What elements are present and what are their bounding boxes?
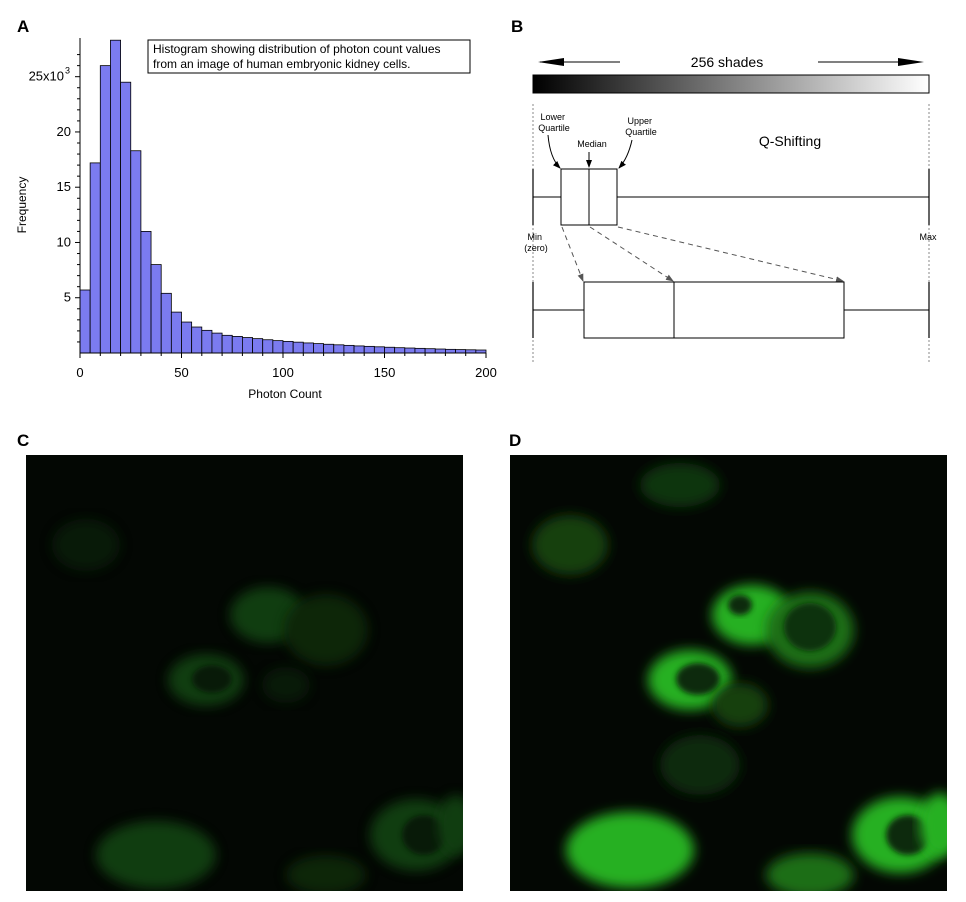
right-arrowhead <box>898 58 924 66</box>
x-tick-label: 50 <box>174 365 188 380</box>
median-label: Median <box>577 139 607 149</box>
histogram-bar <box>384 346 396 354</box>
histogram-bar <box>181 321 193 354</box>
histogram-bar <box>160 292 172 354</box>
histogram-bar <box>455 349 467 354</box>
shades-label: 256 shades <box>691 54 763 70</box>
histogram-bar <box>252 338 264 354</box>
cell-cluster-shifted <box>532 463 947 891</box>
histogram-bar <box>404 347 416 354</box>
histogram-bar <box>292 341 304 354</box>
histogram-bar <box>140 231 152 354</box>
histogram-bar <box>99 65 111 354</box>
histogram-bar <box>130 150 142 354</box>
map-arrow-median <box>589 226 674 282</box>
y-top-tick-exponent: 3 <box>65 66 70 76</box>
max-label: Max <box>919 232 937 242</box>
histogram-bar <box>333 344 345 354</box>
histogram-bar <box>110 39 121 354</box>
histogram-bar <box>302 342 314 354</box>
histogram-bar <box>79 289 91 354</box>
panel-label-d: D <box>509 431 522 450</box>
histogram-bar <box>221 334 233 354</box>
lower-quartile-label: Lower Quartile <box>538 112 570 133</box>
histogram-bar <box>414 347 426 354</box>
y-axis-label: Frequency <box>15 177 29 234</box>
histogram-bar <box>89 162 101 354</box>
y-tick-label: 10 <box>57 234 71 249</box>
histogram-bar <box>394 347 406 354</box>
left-arrowhead <box>538 58 564 66</box>
histogram-bar <box>282 340 294 354</box>
cell-cluster-original <box>52 519 463 891</box>
x-tick-label: 0 <box>76 365 83 380</box>
min-label: Min (zero) <box>524 232 548 253</box>
panel-label-a: A <box>17 17 30 36</box>
x-tick-label: 100 <box>272 365 294 380</box>
histogram-chart: 0 50 100 150 200 5 10 15 20 25x10 3 Histogram show… <box>15 38 497 401</box>
x-tick-label: 200 <box>475 365 497 380</box>
histogram-bars <box>79 39 487 354</box>
grayscale-gradient-bar <box>532 74 930 94</box>
y-tick-label: 20 <box>57 124 71 139</box>
histogram-bar <box>343 344 355 354</box>
upper-quartile-arrow <box>618 139 633 169</box>
micrograph-original <box>26 455 463 891</box>
histogram-bar <box>373 346 385 354</box>
panel-label-c: C <box>17 431 30 450</box>
annotation-line-2: from an image of human embryonic kidney … <box>153 57 410 71</box>
upper-quartile-label: Upper Quartile <box>625 116 657 137</box>
bottom-box <box>583 281 845 339</box>
histogram-bar <box>323 343 335 354</box>
histogram-bar <box>444 348 456 354</box>
histogram-bar <box>150 264 162 354</box>
panel-label-b: B <box>511 17 524 36</box>
histogram-bar <box>191 326 203 354</box>
y-tick-label: 5 <box>64 290 71 305</box>
map-arrow-lower <box>561 226 584 282</box>
x-axis-label: Photon Count <box>248 387 322 401</box>
lower-quartile-arrow <box>547 134 561 169</box>
y-tick-label: 15 <box>57 179 71 194</box>
histogram-bar <box>363 345 375 354</box>
histogram-bar <box>211 332 223 354</box>
histogram-bar <box>424 348 436 354</box>
histogram-bar <box>262 339 274 354</box>
q-shifting-title: Q-Shifting <box>759 133 821 149</box>
annotation-line-1: Histogram showing distribution of photon… <box>153 42 441 56</box>
y-top-tick-label: 25x10 <box>29 69 64 84</box>
histogram-bar <box>434 348 446 354</box>
histogram-bar <box>231 336 243 354</box>
histogram-bar <box>353 345 365 354</box>
histogram-bar <box>272 340 284 354</box>
histogram-bar <box>201 329 213 354</box>
histogram-bar <box>313 343 325 354</box>
histogram-bar <box>241 337 253 354</box>
map-arrow-upper <box>617 226 844 283</box>
q-shifting-diagram: 256 shades Lower Quartile Median Upper Q… <box>524 54 937 362</box>
histogram-bar <box>120 81 132 354</box>
micrograph-q-shifted <box>510 455 947 891</box>
histogram-bar <box>170 311 182 354</box>
x-tick-label: 150 <box>374 365 396 380</box>
histogram-annotation-box: Histogram showing distribution of photon… <box>147 39 471 74</box>
